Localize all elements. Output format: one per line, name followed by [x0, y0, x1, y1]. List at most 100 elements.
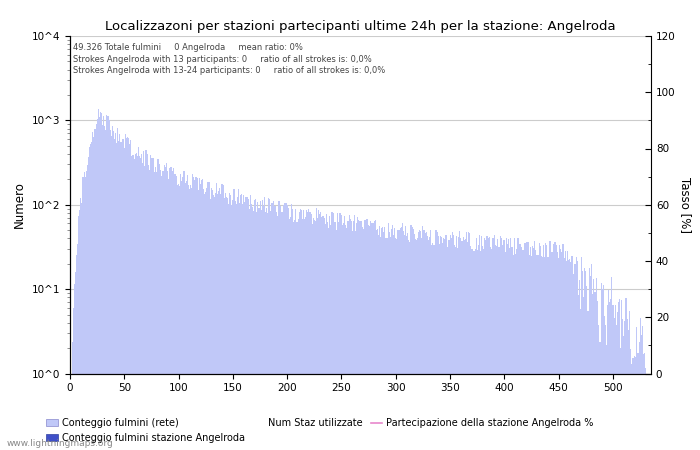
Bar [621, 300, 622, 450]
Bar [158, 163, 160, 450]
Bar [92, 132, 93, 450]
Bar [211, 190, 213, 450]
Bar [531, 256, 532, 450]
Bar [168, 179, 169, 450]
Bar [85, 171, 87, 450]
Bar [87, 165, 88, 450]
Bar [491, 249, 492, 450]
Bar [165, 167, 166, 450]
Bar [556, 245, 557, 450]
Bar [81, 203, 83, 450]
Bar [591, 264, 592, 450]
Bar [305, 217, 306, 450]
Bar [390, 237, 391, 450]
Bar [326, 214, 327, 450]
Bar [496, 246, 497, 450]
Bar [142, 163, 144, 450]
Bar [178, 184, 179, 450]
Bar [424, 230, 425, 450]
Bar [236, 204, 237, 450]
Bar [103, 116, 104, 450]
Bar [139, 156, 140, 450]
Bar [347, 221, 349, 450]
Bar [234, 201, 236, 450]
Bar [319, 214, 321, 450]
Bar [344, 216, 345, 450]
Bar [479, 235, 480, 450]
Bar [407, 233, 408, 450]
Bar [219, 188, 220, 450]
Bar [148, 171, 150, 450]
Bar [239, 202, 240, 450]
Bar [321, 217, 323, 450]
Bar [240, 195, 241, 450]
Bar [374, 220, 376, 450]
Bar [552, 252, 553, 450]
Bar [298, 219, 299, 450]
Bar [594, 292, 595, 450]
Bar [248, 209, 250, 450]
Bar [151, 158, 152, 450]
Bar [514, 254, 516, 450]
Bar [302, 219, 303, 450]
Bar [414, 234, 415, 450]
Bar [108, 120, 110, 450]
Bar [400, 227, 402, 450]
Bar [342, 225, 343, 450]
Bar [633, 358, 634, 450]
Bar [455, 247, 456, 450]
Bar [629, 311, 630, 450]
Bar [575, 257, 577, 450]
Bar [358, 220, 359, 450]
Bar [642, 326, 643, 450]
Bar [640, 334, 642, 450]
Bar [630, 349, 631, 450]
Bar [415, 239, 416, 450]
Bar [280, 206, 281, 450]
Bar [532, 246, 533, 450]
Bar [553, 244, 554, 450]
Bar [216, 183, 217, 450]
Bar [645, 368, 646, 450]
Bar [473, 251, 475, 450]
Bar [492, 238, 493, 450]
Bar [264, 197, 265, 450]
Bar [88, 157, 89, 450]
Bar [226, 198, 227, 450]
Bar [77, 243, 78, 450]
Bar [626, 319, 628, 450]
Bar [238, 189, 239, 450]
Bar [71, 342, 73, 450]
Bar [490, 247, 491, 450]
Bar [161, 176, 162, 450]
Bar [353, 221, 354, 450]
Bar [197, 190, 199, 450]
Bar [404, 234, 405, 450]
Bar [584, 268, 585, 450]
Bar [408, 240, 409, 450]
Bar [225, 194, 226, 450]
Bar [306, 210, 307, 450]
Bar [127, 137, 128, 450]
Bar [340, 213, 341, 450]
Bar [132, 155, 134, 450]
Bar [330, 225, 331, 450]
Bar [110, 130, 111, 450]
Bar [206, 189, 207, 450]
Bar [343, 223, 344, 450]
Bar [433, 245, 434, 450]
Bar [95, 124, 97, 450]
Bar [518, 238, 519, 450]
Bar [185, 183, 186, 450]
Bar [289, 219, 290, 450]
Bar [266, 208, 267, 450]
Bar [486, 236, 488, 450]
Bar [162, 171, 163, 450]
Bar [410, 225, 412, 450]
Bar [624, 321, 626, 450]
Bar [122, 140, 124, 450]
Bar [164, 165, 165, 450]
Bar [175, 174, 176, 450]
Bar [570, 262, 571, 450]
Bar [78, 216, 79, 450]
